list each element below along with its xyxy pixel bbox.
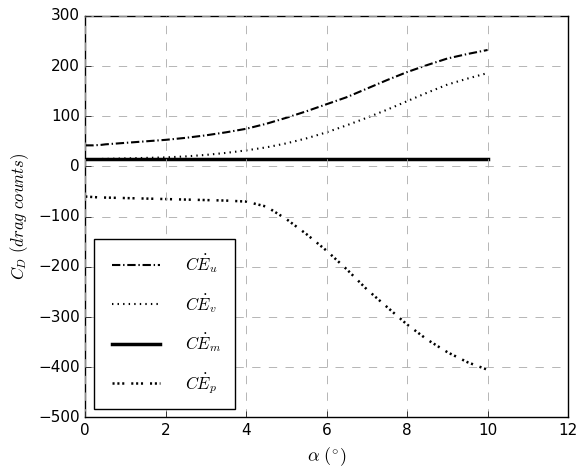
$C\dot{E}_u$ — [243, 126, 250, 132]
$C\dot{E}_u$ — [404, 69, 411, 75]
$C\dot{E}_v$ — [203, 152, 210, 158]
$C\dot{E}_p$ — [122, 195, 129, 201]
$C\dot{E}_v$ — [98, 156, 105, 162]
$C\dot{E}_u$ — [444, 56, 451, 61]
$C\dot{E}_v$ — [464, 76, 471, 81]
$C\dot{E}_u$ — [484, 47, 491, 53]
$C\dot{E}_v$ — [263, 145, 270, 150]
$C\dot{E}_p$ — [82, 194, 89, 199]
$C\dot{E}_u$ — [142, 139, 149, 144]
$C\dot{E}_u$ — [98, 142, 105, 148]
$C\dot{E}_u$ — [82, 142, 89, 148]
$C\dot{E}_m$ — [142, 157, 149, 162]
$C\dot{E}_p$ — [162, 196, 169, 202]
$C\dot{E}_p$ — [102, 195, 109, 200]
$C\dot{E}_u$ — [102, 141, 109, 147]
$C\dot{E}_u$ — [203, 132, 210, 138]
$C\dot{E}_v$ — [484, 70, 491, 76]
$C\dot{E}_v$ — [383, 107, 390, 112]
X-axis label: $\alpha\ (^{\circ})$: $\alpha\ (^{\circ})$ — [307, 445, 346, 467]
$C\dot{E}_p$ — [323, 248, 330, 254]
$C\dot{E}_v$ — [363, 115, 370, 120]
$C\dot{E}_u$ — [424, 62, 431, 68]
$C\dot{E}_m$ — [102, 157, 109, 162]
$C\dot{E}_m$ — [122, 157, 129, 162]
$C\dot{E}_p$ — [363, 287, 370, 292]
$C\dot{E}_v$ — [90, 157, 97, 162]
$C\dot{E}_m$ — [182, 157, 189, 162]
$C\dot{E}_p$ — [98, 195, 105, 200]
$C\dot{E}_p$ — [404, 322, 411, 327]
$C\dot{E}_m$ — [323, 157, 330, 162]
$C\dot{E}_p$ — [283, 216, 290, 222]
$C\dot{E}_u$ — [162, 137, 169, 143]
$C\dot{E}_p$ — [464, 359, 471, 365]
$C\dot{E}_u$ — [122, 140, 129, 146]
$C\dot{E}_p$ — [243, 198, 250, 204]
$C\dot{E}_u$ — [343, 94, 350, 100]
$C\dot{E}_m$ — [424, 157, 431, 162]
$C\dot{E}_v$ — [323, 129, 330, 135]
$C\dot{E}_m$ — [243, 157, 250, 162]
$C\dot{E}_v$ — [243, 148, 250, 153]
$C\dot{E}_u$ — [323, 101, 330, 107]
$C\dot{E}_p$ — [444, 349, 451, 355]
$C\dot{E}_v$ — [82, 157, 89, 162]
$C\dot{E}_p$ — [263, 204, 270, 209]
$C\dot{E}_v$ — [404, 99, 411, 104]
$C\dot{E}_v$ — [162, 155, 169, 160]
$C\dot{E}_p$ — [383, 304, 390, 310]
$C\dot{E}_m$ — [82, 157, 89, 162]
$C\dot{E}_p$ — [203, 197, 210, 203]
$C\dot{E}_m$ — [484, 157, 491, 162]
$C\dot{E}_m$ — [223, 157, 230, 162]
$C\dot{E}_m$ — [383, 157, 390, 162]
$C\dot{E}_v$ — [343, 122, 350, 128]
$C\dot{E}_u$ — [303, 109, 310, 114]
$C\dot{E}_m$ — [444, 157, 451, 162]
$C\dot{E}_p$ — [142, 196, 149, 201]
$C\dot{E}_m$ — [343, 157, 350, 162]
$C\dot{E}_p$ — [303, 231, 310, 237]
$C\dot{E}_p$ — [424, 337, 431, 343]
$C\dot{E}_u$ — [263, 121, 270, 127]
$C\dot{E}_u$ — [363, 86, 370, 91]
$C\dot{E}_v$ — [122, 156, 129, 161]
Line: $C\dot{E}_p$: $C\dot{E}_p$ — [86, 197, 488, 370]
$C\dot{E}_m$ — [283, 157, 290, 162]
Line: $C\dot{E}_v$: $C\dot{E}_v$ — [86, 73, 488, 159]
$C\dot{E}_v$ — [283, 140, 290, 146]
$C\dot{E}_p$ — [182, 197, 189, 202]
$C\dot{E}_m$ — [263, 157, 270, 162]
$C\dot{E}_m$ — [404, 157, 411, 162]
$C\dot{E}_p$ — [223, 198, 230, 203]
$C\dot{E}_m$ — [363, 157, 370, 162]
$C\dot{E}_m$ — [162, 157, 169, 162]
Line: $C\dot{E}_u$: $C\dot{E}_u$ — [86, 50, 488, 145]
$C\dot{E}_v$ — [182, 154, 189, 159]
$C\dot{E}_u$ — [283, 115, 290, 120]
$C\dot{E}_u$ — [182, 135, 189, 141]
$C\dot{E}_u$ — [383, 77, 390, 83]
$C\dot{E}_m$ — [90, 157, 97, 162]
$C\dot{E}_u$ — [464, 51, 471, 57]
$C\dot{E}_u$ — [90, 142, 97, 148]
$C\dot{E}_m$ — [203, 157, 210, 162]
$C\dot{E}_v$ — [424, 90, 431, 96]
$C\dot{E}_v$ — [102, 156, 109, 162]
$C\dot{E}_v$ — [142, 155, 149, 161]
$C\dot{E}_v$ — [223, 150, 230, 156]
$C\dot{E}_v$ — [303, 136, 310, 141]
Y-axis label: $C_D\ (drag\ counts)$: $C_D\ (drag\ counts)$ — [8, 153, 31, 280]
$C\dot{E}_m$ — [464, 157, 471, 162]
$C\dot{E}_v$ — [444, 82, 451, 88]
$C\dot{E}_p$ — [90, 194, 97, 200]
$C\dot{E}_m$ — [303, 157, 310, 162]
$C\dot{E}_m$ — [98, 157, 105, 162]
$C\dot{E}_p$ — [484, 367, 491, 373]
$C\dot{E}_u$ — [223, 129, 230, 135]
Legend: $C\dot{E}_u$, $C\dot{E}_v$, $C\dot{E}_m$, $C\dot{E}_p$: $C\dot{E}_u$, $C\dot{E}_v$, $C\dot{E}_m$… — [94, 239, 236, 409]
$C\dot{E}_p$ — [343, 267, 350, 272]
